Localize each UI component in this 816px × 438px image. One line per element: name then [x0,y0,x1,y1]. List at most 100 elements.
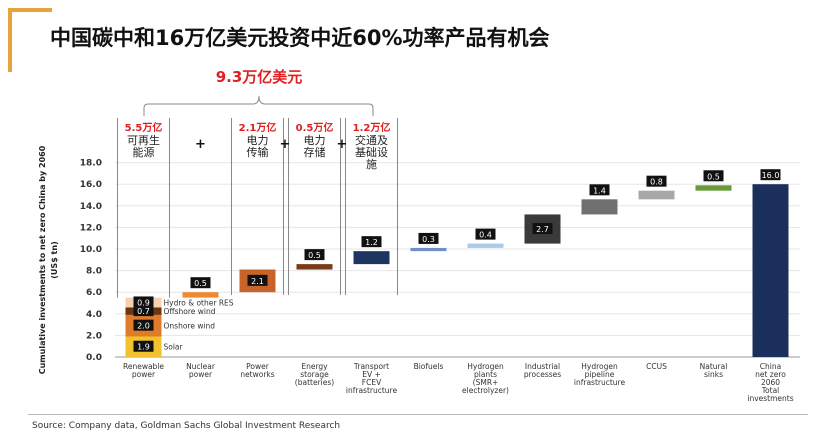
x-tick-label: Biofuels [414,362,444,371]
annotation-amount: 2.1万亿 [239,121,277,134]
bar [695,185,732,191]
x-tick-label: processes [524,370,561,379]
bar [638,190,675,200]
x-tick-label: (SMR+ [473,378,499,387]
page-title: 中国碳中和16万亿美元投资中近60%功率产品有机会 [50,26,550,50]
y-tick-label: 16.0 [80,180,102,190]
x-tick-label: EV + [362,370,381,379]
data-label: 0.5 [707,172,720,181]
x-tick-label: Nuclear [186,362,216,371]
x-tick-label: sinks [704,370,723,379]
divider [28,414,808,415]
x-tick-label: Natural [700,362,728,371]
x-tick-label: Hydrogen [467,362,504,371]
y-axis-label: Cumulative investments to net zero China… [38,145,47,374]
segment-name: Solar [164,343,184,352]
data-label: 1.4 [593,186,606,195]
data-label-box [475,228,496,240]
y-tick-label: 10.0 [80,245,102,255]
bar [296,264,333,270]
x-tick-label: power [189,370,213,379]
x-tick-label: Transport [353,362,389,371]
annotation-label: 存储 [304,145,326,159]
bar [581,199,618,215]
x-tick-label: Industrial [525,362,560,371]
data-label-box [133,296,154,308]
data-label-box [133,305,154,317]
y-tick-label: 12.0 [80,223,102,233]
y-tick-label: 2.0 [86,331,102,341]
data-label-box [133,319,154,331]
data-label: 0.3 [422,235,435,244]
x-tick-label: net zero [755,370,786,379]
annotation-amount: 5.5万亿 [125,121,163,134]
plus-sign: + [337,137,348,152]
data-label-box [760,169,781,181]
data-label: 0.5 [194,279,207,288]
y-tick-label: 0.0 [86,353,102,363]
data-label-box [646,175,667,187]
x-tick-label: Energy [301,362,328,371]
x-tick-label: storage [300,370,329,379]
data-label: 0.5 [308,251,321,260]
data-label: 1.9 [137,343,150,352]
data-label-box [361,236,382,248]
title-accent-bracket [8,8,52,72]
data-label: 0.4 [479,231,492,240]
x-tick-label: networks [240,370,274,379]
bar [467,243,504,248]
data-label-box [190,277,211,289]
source-note: Source: Company data, Goldman Sachs Glob… [32,421,341,431]
annotation-label: 电力 [247,134,269,147]
annotation-label: 电力 [304,134,326,147]
x-tick-label: investments [747,394,793,403]
segment-name: Onshore wind [164,322,216,331]
y-tick-label: 8.0 [86,267,102,277]
brace-label: 9.3万亿美元 [216,68,303,86]
x-tick-label: Power [246,362,270,371]
y-axis-unit: (US$ tn) [50,241,59,278]
data-label: 2.7 [536,225,549,234]
data-label-box [703,170,724,182]
data-label-box [133,340,154,352]
data-label-box [418,232,439,244]
x-tick-label: 2060 [761,378,780,387]
annotation-label: 交通及 [355,133,388,147]
y-tick-label: 14.0 [80,202,102,212]
x-tick-label: (batteries) [295,378,334,387]
bar [410,247,447,252]
x-tick-label: power [132,370,156,379]
y-tick-label: 6.0 [86,288,102,298]
data-label-box [304,249,325,261]
bar [353,251,390,265]
x-tick-label: infrastructure [346,386,398,395]
x-tick-label: China [760,362,781,371]
annotation-label: 传输 [247,145,269,159]
data-label: 2.0 [137,322,150,331]
data-label: 2.1 [251,277,264,286]
x-tick-label: pipeline [585,370,615,379]
annotation-label: 能源 [133,145,155,159]
x-tick-label: FCEV [362,378,382,387]
annotation-label: 基础设 [355,146,388,159]
annotation-label: 施 [366,158,377,171]
data-label: 1.2 [365,238,378,247]
bar [182,292,219,298]
data-label-box [247,274,268,286]
x-tick-label: Total [761,386,780,395]
brace [143,95,374,116]
data-label-box [532,223,553,235]
data-label: 0.7 [137,307,150,316]
data-label-box [589,184,610,196]
x-tick-label: plants [474,370,497,379]
x-tick-label: Renewable [123,362,164,371]
segment-name: Hydro & other RES [164,298,234,307]
y-tick-label: 4.0 [86,310,102,320]
x-tick-label: electrolyzer) [462,386,509,395]
data-label: 16.0 [762,171,780,180]
x-tick-label: infrastructure [574,378,626,387]
annotation-amount: 1.2万亿 [353,121,391,134]
bar-total [752,184,789,357]
data-label: 0.8 [650,178,663,187]
